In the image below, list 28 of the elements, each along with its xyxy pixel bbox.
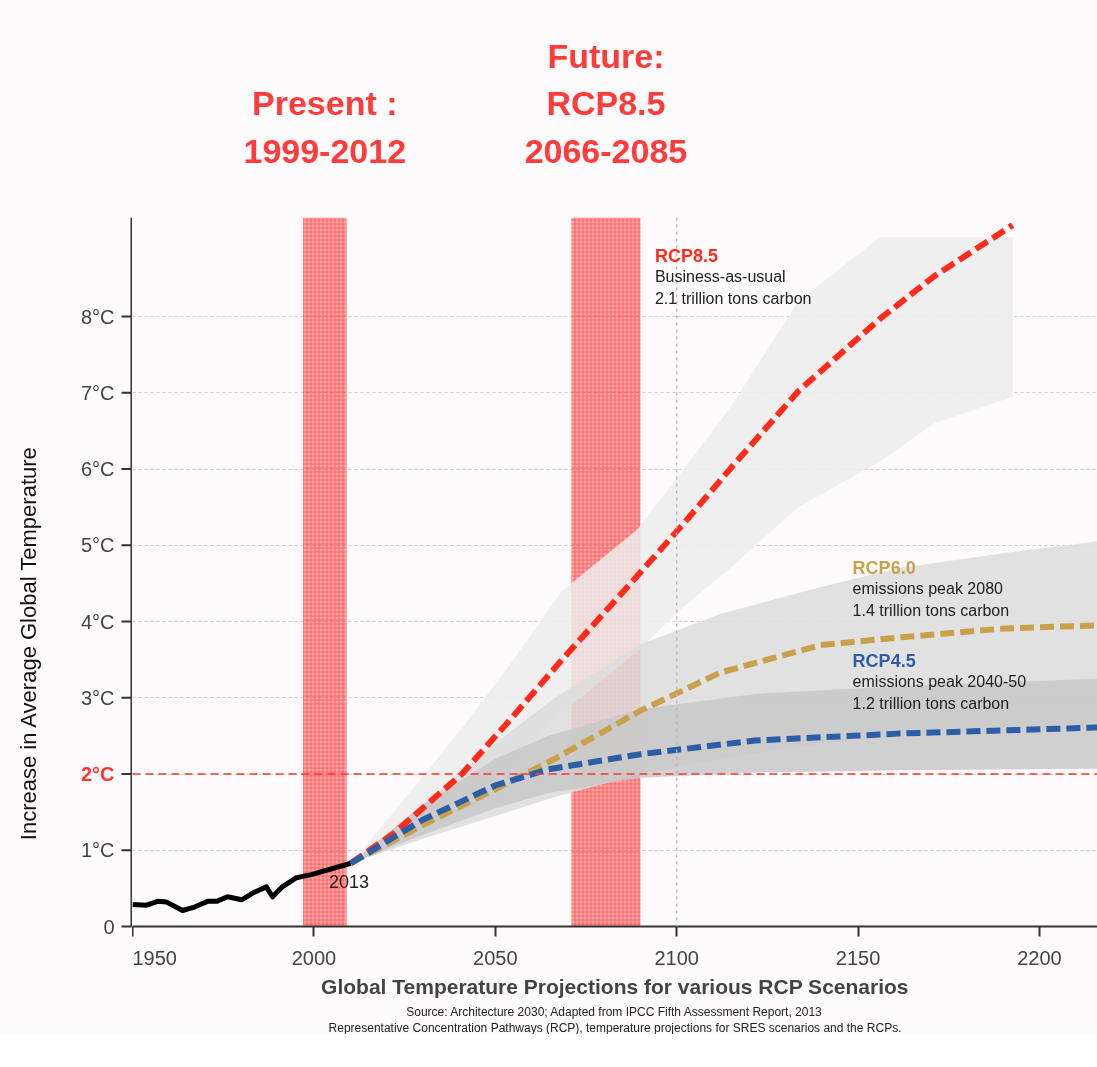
text: RCP6.0 xyxy=(852,558,916,579)
annotation: 2013 xyxy=(328,872,369,893)
y-tick-label: 8°C xyxy=(80,305,115,328)
y-axis-title: Increase in Average Global Temperature xyxy=(16,447,41,841)
y-tick-label: 5°C xyxy=(80,534,115,557)
text: Global Temperature Projections for various RCP Scenarios xyxy=(321,974,909,998)
text: RCP4.5 xyxy=(852,651,916,672)
x-tick-label: 2100 xyxy=(654,946,699,969)
x-tick-label: 2000 xyxy=(291,946,337,969)
x-tick-label: 2200 xyxy=(1017,946,1062,969)
annotation: Business-as-usual 2.1 trillion tons carbon xyxy=(654,267,812,307)
text: RCP8.5 xyxy=(654,245,718,266)
text: Representative Concentration Pathways (RCP), temperature projections for SRES scenarios and the RCPs. xyxy=(328,1020,902,1035)
y-tick-label: 4°C xyxy=(80,610,115,633)
x-tick-label: 2050 xyxy=(473,946,518,969)
source-note: Source: Architecture 2030; Adapted from IPCC Fifth Assessment Report, 2013 xyxy=(406,1004,823,1019)
y-tick-label: 2°C xyxy=(80,763,115,786)
y-tick-label: 1°C xyxy=(80,839,115,862)
band-label: Future: RCP8.5 2066-2085 xyxy=(524,36,688,170)
annotation: emissions peak 2040-50 1.2 trillion tons carbon xyxy=(852,673,1027,713)
y-tick-label: 7°C xyxy=(80,381,115,404)
annotation: emissions peak 2080 1.4 trillion tons carbon xyxy=(852,580,1010,620)
y-tick-label: 6°C xyxy=(80,458,115,481)
band-label: Present : 1999-2012 xyxy=(243,84,407,170)
y-tick-label: 0 xyxy=(103,915,115,938)
x-tick-label: 2150 xyxy=(835,946,881,969)
x-tick-label: 1950 xyxy=(132,946,177,969)
y-tick-label: 3°C xyxy=(80,686,115,709)
